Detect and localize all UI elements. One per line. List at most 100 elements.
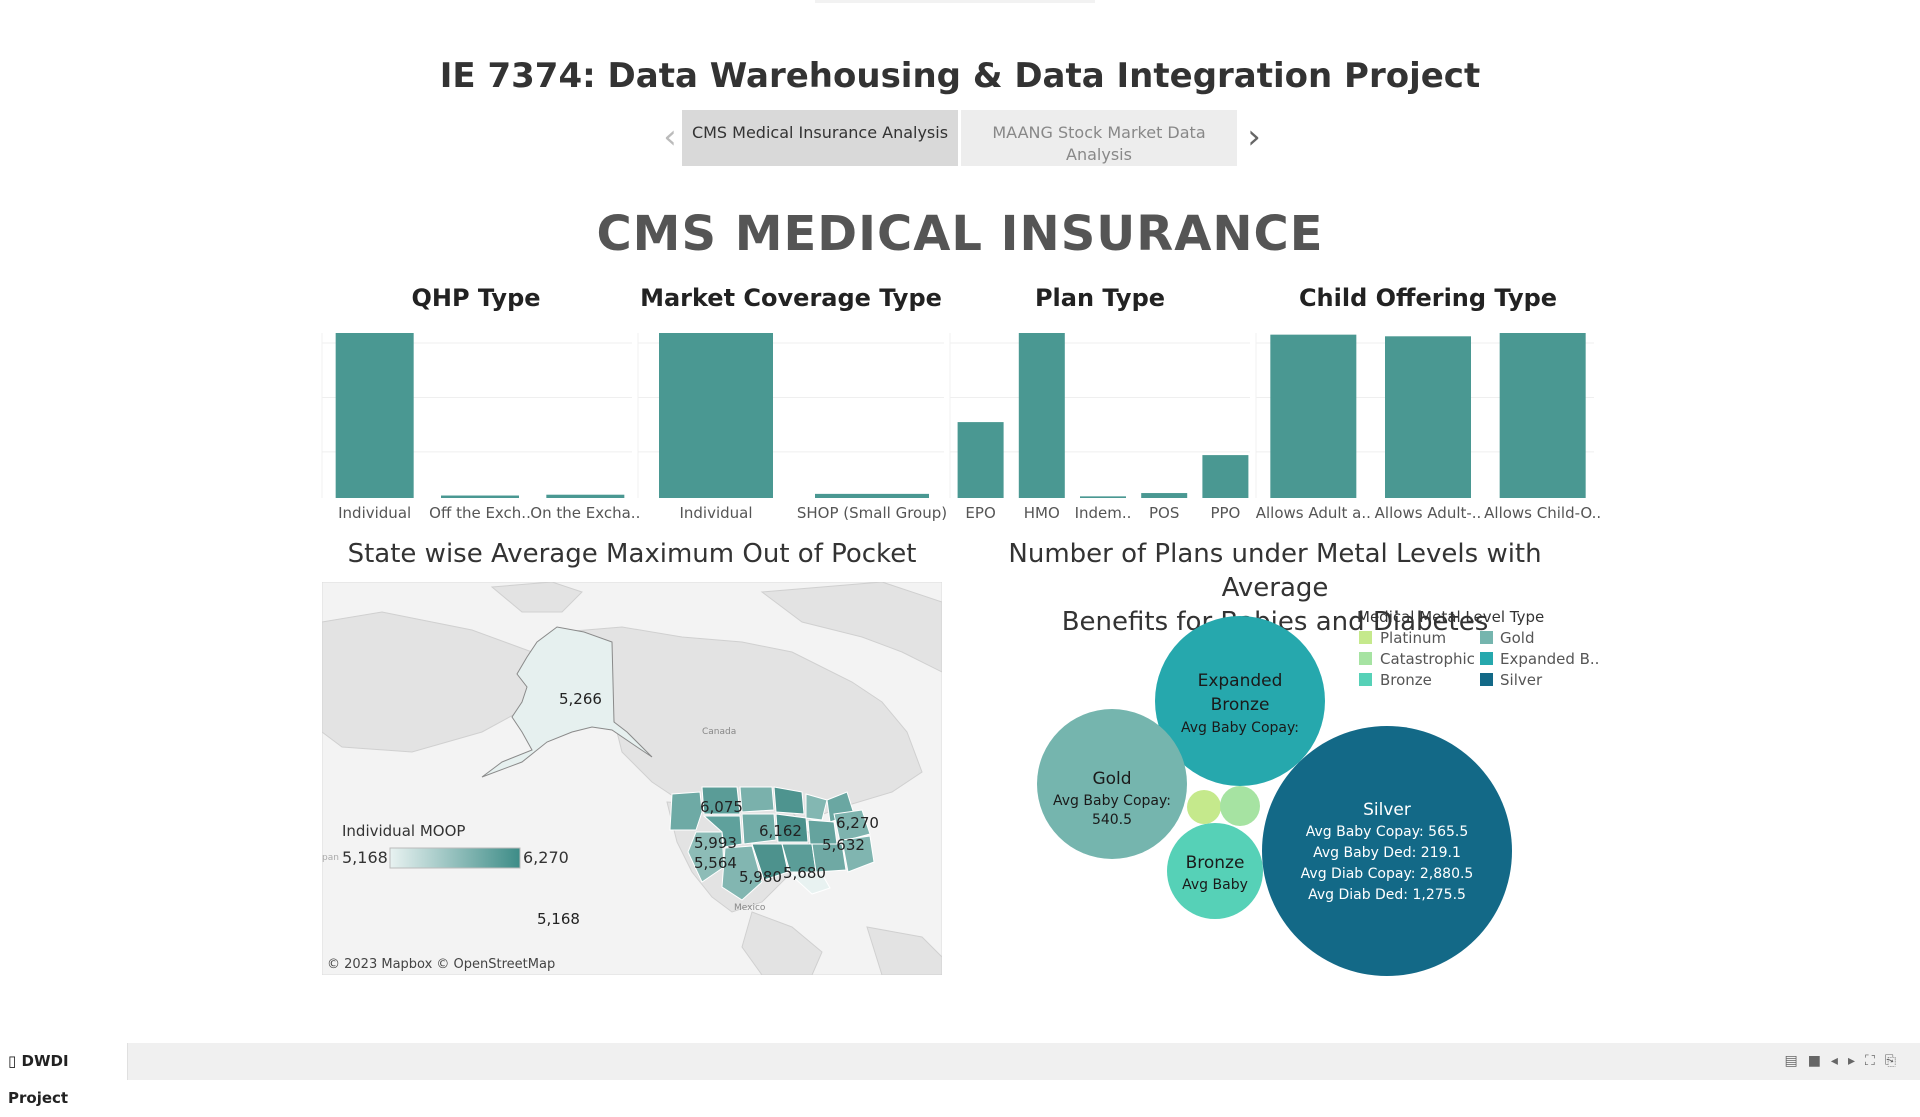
- chart-title-market-coverage: Market Coverage Type: [640, 284, 942, 312]
- chart-title-qhp-type: QHP Type: [411, 284, 541, 312]
- bubble-label: Bronze: [1186, 853, 1245, 873]
- bar-0-2[interactable]: [546, 494, 625, 498]
- legend-label: Silver: [1500, 671, 1543, 689]
- map-edge-label: pan: [322, 853, 339, 863]
- bubble-bronze[interactable]: [1167, 823, 1263, 919]
- chevron-right-icon[interactable]: ›: [1247, 117, 1261, 157]
- row-label: Avg Baby Copay:: [1306, 824, 1424, 840]
- silver-detail-row: Avg Baby Ded: 219.1: [1313, 845, 1461, 861]
- row-value: 2,880.5: [1420, 866, 1473, 882]
- map-place-label: Canada: [702, 727, 736, 737]
- bar-2-2[interactable]: [1080, 496, 1126, 498]
- map-label: 5,993: [694, 834, 737, 852]
- legend-label: Bronze: [1380, 671, 1432, 689]
- row-value: 1,275.5: [1412, 887, 1465, 903]
- tab-cms-medical-insurance[interactable]: CMS Medical Insurance Analysis: [682, 110, 958, 166]
- bar-tick-label: Indem..: [1075, 504, 1132, 522]
- row-value: 565.5: [1428, 824, 1468, 840]
- next-icon[interactable]: ▸: [1847, 1053, 1865, 1069]
- bar-3-0[interactable]: [1270, 334, 1357, 498]
- legend-label: Catastrophic: [1380, 650, 1475, 668]
- stop-icon[interactable]: ■: [1807, 1053, 1831, 1069]
- silver-detail-row: Avg Diab Ded: 1,275.5: [1308, 887, 1466, 903]
- map-attribution: © 2023 Mapbox © OpenStreetMap: [327, 957, 555, 972]
- legend-swatch-silver: [1480, 673, 1493, 686]
- bar-0-0[interactable]: [335, 333, 414, 498]
- map-label: 5,632: [822, 836, 865, 854]
- bubble-detail: Avg Baby Copay:: [1181, 720, 1299, 736]
- bar-2-1[interactable]: [1018, 333, 1065, 498]
- legend-swatch-bronze: [1359, 673, 1372, 686]
- bubble-legend: Platinum Gold Catastrophic Expanded B.. …: [1359, 629, 1599, 689]
- bar-2-4[interactable]: [1202, 455, 1249, 498]
- bubble-catastrophic[interactable]: [1220, 786, 1260, 826]
- bar-2-0[interactable]: [957, 422, 1004, 498]
- row-value: 219.1: [1421, 845, 1461, 861]
- bubble-silver[interactable]: [1262, 726, 1512, 976]
- bubble-platinum[interactable]: [1187, 790, 1221, 824]
- section-title: CMS MEDICAL INSURANCE: [596, 206, 1324, 262]
- map-land: [322, 582, 942, 975]
- legend-swatch-gold: [1480, 631, 1493, 644]
- tab-label: MAANG Stock Market Data Analysis: [992, 123, 1206, 164]
- bar-tick-label: POS: [1149, 504, 1179, 522]
- bubble-detail: Avg Baby: [1182, 877, 1248, 893]
- legend-label: Platinum: [1380, 629, 1446, 647]
- legend-swatch-catastrophic: [1359, 652, 1372, 665]
- bar-charts: Individual Off the Exch.. On the Excha.. In…: [321, 333, 1601, 522]
- map-label: 5,266: [559, 690, 602, 708]
- tab-maang-stock-market[interactable]: MAANG Stock Market Data Analysis: [961, 110, 1237, 166]
- state-moop-map[interactable]: 5,266 6,075 5,993 6,162 6,270 5,632 5,56…: [322, 582, 942, 975]
- bar-3-2[interactable]: [1499, 333, 1586, 498]
- prev-icon[interactable]: ◂: [1830, 1053, 1848, 1069]
- bubble-label: Bronze: [1211, 695, 1270, 715]
- chart-title-child-offering: Child Offering Type: [1298, 284, 1558, 312]
- row-label: Avg Diab Ded:: [1308, 887, 1408, 903]
- bar-tick-label: Allows Child-O..: [1484, 504, 1601, 522]
- row-label: Avg Diab Copay:: [1301, 866, 1416, 882]
- legend-swatch-platinum: [1359, 631, 1372, 644]
- legend-label: Gold: [1500, 629, 1535, 647]
- bottom-toolbar: ▯ DWDI Project ▤■◂▸⛶⎘: [0, 1043, 1920, 1107]
- map-label: 6,162: [759, 822, 802, 840]
- map-label: 5,564: [694, 854, 737, 872]
- bubble-detail: Avg Baby Copay:: [1053, 793, 1171, 809]
- dashboard-title: IE 7374: Data Warehousing & Data Integra…: [439, 56, 1481, 96]
- chart-title-plan-type: Plan Type: [1034, 284, 1166, 312]
- map-place-label: Mexico: [734, 903, 766, 913]
- bar-0-1[interactable]: [441, 495, 519, 498]
- map-label: 5,168: [537, 910, 580, 928]
- map-value-labels: 5,266 6,075 5,993 6,162 6,270 5,632 5,56…: [537, 690, 879, 928]
- bubble-expanded-bronze[interactable]: [1155, 616, 1325, 786]
- expand-icon[interactable]: ⛶: [1864, 1053, 1885, 1069]
- us-states[interactable]: [669, 786, 875, 901]
- share-icon[interactable]: ⎘: [1884, 1053, 1906, 1069]
- bar-2-3[interactable]: [1141, 493, 1188, 498]
- bubble-gold[interactable]: [1037, 709, 1187, 859]
- bubble-label: Silver: [1363, 800, 1411, 820]
- bar-1-1[interactable]: [815, 493, 929, 498]
- bar-tick-label: EPO: [965, 504, 995, 522]
- bubble-legend-title: Medical Metal Level Type: [1357, 608, 1544, 626]
- top-divider: [815, 0, 1095, 3]
- map-label: 5,680: [783, 864, 826, 882]
- tab-label: CMS Medical Insurance Analysis: [691, 123, 949, 142]
- silver-detail-row: Avg Baby Copay: 565.5: [1306, 824, 1469, 840]
- metal-level-bubbles[interactable]: Medical Metal Level Type Platinum Gold C…: [1000, 600, 1620, 1000]
- bar-tick-label: Individual: [679, 504, 752, 522]
- bar-1-0[interactable]: [659, 333, 773, 498]
- bar-tick-label: SHOP (Small Group): [797, 504, 947, 522]
- silver-detail-row: Avg Diab Copay: 2,880.5: [1301, 866, 1474, 882]
- bubble-label: Gold: [1092, 769, 1131, 789]
- bar-tick-label: Allows Adult a..: [1256, 504, 1371, 522]
- alaska-shape[interactable]: [481, 626, 653, 778]
- map-label: 6,270: [836, 814, 879, 832]
- legend-swatch-expanded-bronze: [1480, 652, 1493, 665]
- map-label: 5,980: [739, 868, 782, 886]
- grid-icon[interactable]: ▤: [1784, 1053, 1808, 1069]
- chevron-left-icon[interactable]: ‹: [663, 117, 677, 157]
- bar-3-1[interactable]: [1385, 336, 1471, 498]
- bubble-detail: 540.5: [1092, 812, 1132, 828]
- project-tab[interactable]: ▯ DWDI Project: [0, 1043, 128, 1107]
- legend-label: Expanded B..: [1500, 650, 1599, 668]
